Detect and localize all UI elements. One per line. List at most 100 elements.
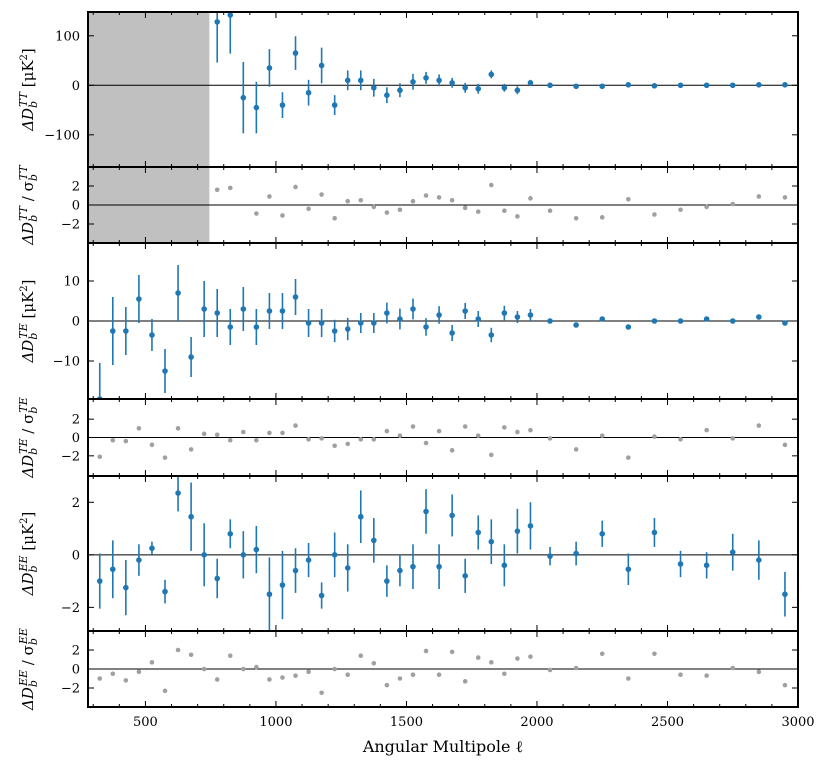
data-point <box>502 208 507 213</box>
data-point <box>599 83 606 90</box>
x-tick-label: 2000 <box>520 715 553 730</box>
ee-normalized-panel: −2 0 2 ΔDbEE / σbEE <box>17 628 799 711</box>
data-point <box>331 552 338 558</box>
data-point <box>547 208 553 213</box>
y-tick-label: 0 <box>72 663 80 678</box>
data-point <box>306 206 311 212</box>
data-point <box>253 546 260 553</box>
data-point <box>123 328 129 334</box>
data-point <box>528 196 533 201</box>
data-point <box>397 433 403 438</box>
y-tick-label: 0 <box>72 431 80 446</box>
data-point <box>436 428 442 434</box>
data-point <box>214 310 221 316</box>
data-point <box>423 648 429 654</box>
data-point <box>501 310 508 316</box>
data-point <box>292 50 299 56</box>
data-point <box>266 591 273 598</box>
data-point <box>462 205 468 211</box>
data-point <box>371 661 377 666</box>
data-point <box>488 182 494 188</box>
data-point <box>782 682 788 688</box>
data-point <box>514 87 521 94</box>
data-point <box>384 578 390 584</box>
ee-residual-panel: −2 0 2 ΔDbEE [μK2] <box>17 475 799 632</box>
data-point <box>214 677 220 682</box>
data-point <box>214 575 221 582</box>
y-tick-label: 2 <box>72 496 80 511</box>
data-point <box>436 195 442 200</box>
data-point <box>730 436 736 441</box>
data-point <box>573 322 579 328</box>
x-axis-label: Angular Multipole ℓ <box>362 737 524 756</box>
data-point <box>136 557 142 563</box>
data-point <box>573 665 579 671</box>
data-point <box>267 194 272 199</box>
data-point <box>305 557 312 563</box>
data-point <box>319 192 324 197</box>
data-point <box>502 671 507 677</box>
data-point <box>547 82 553 89</box>
data-point <box>319 436 324 441</box>
data-point <box>547 553 553 559</box>
data-point <box>358 197 364 203</box>
data-point <box>357 513 364 520</box>
data-point <box>528 654 533 659</box>
y-tick-label: 2 <box>72 413 80 428</box>
data-point <box>240 94 247 101</box>
data-point <box>240 552 247 558</box>
masked-region <box>88 12 210 167</box>
data-point <box>345 672 351 677</box>
y-axis-label: ΔDbTT / σbTT <box>17 164 40 246</box>
panel-frame <box>87 475 799 632</box>
data-point <box>319 690 324 696</box>
data-point <box>292 567 299 574</box>
data-point <box>254 664 259 670</box>
data-point <box>599 215 605 220</box>
data-point <box>782 442 788 448</box>
data-point <box>149 660 155 665</box>
data-point <box>97 676 103 681</box>
data-point <box>475 209 481 214</box>
data-point <box>547 436 553 441</box>
data-point <box>423 193 429 198</box>
data-point <box>175 290 181 296</box>
data-point <box>371 320 377 326</box>
data-point <box>625 566 632 573</box>
data-point <box>344 77 351 84</box>
data-point <box>475 655 481 660</box>
y-tick-label: 0 <box>72 315 80 330</box>
data-point <box>97 454 103 460</box>
data-point <box>651 529 658 536</box>
data-point <box>515 656 520 661</box>
data-point <box>293 673 298 678</box>
tt-normalized-panel: −2 0 2 ΔDbTT / σbTT <box>17 164 799 246</box>
data-point <box>371 437 377 442</box>
data-point <box>345 441 351 447</box>
data-point <box>306 437 311 442</box>
data-point <box>502 425 507 430</box>
data-point <box>162 368 168 374</box>
data-point <box>96 578 103 584</box>
data-point <box>344 326 351 332</box>
data-point <box>449 80 455 86</box>
data-point <box>704 427 709 433</box>
data-point <box>423 324 429 330</box>
data-point <box>756 557 762 563</box>
data-point <box>241 666 246 672</box>
data-point <box>279 308 286 314</box>
x-tick-label: 3000 <box>781 715 814 730</box>
data-point <box>280 213 285 218</box>
data-point <box>678 672 683 677</box>
y-tick-label: 0 <box>72 199 80 214</box>
data-point <box>162 455 168 460</box>
y-tick-label: −2 <box>61 449 80 464</box>
data-point <box>488 452 494 458</box>
y-tick-label: −2 <box>61 682 80 697</box>
y-tick-label: 2 <box>72 644 80 659</box>
data-point <box>547 318 553 324</box>
data-point <box>345 198 351 204</box>
data-point <box>123 438 129 444</box>
data-point <box>626 676 631 681</box>
